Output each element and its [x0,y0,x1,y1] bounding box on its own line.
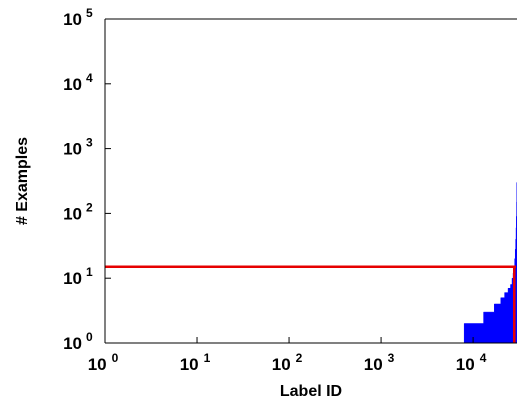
y-tick-exponent: 3 [86,136,93,150]
y-tick-exponent: 2 [86,200,93,214]
y-tick-label: 10 [63,269,82,288]
y-tick-exponent: 4 [86,71,93,85]
x-tick-label: 10 4 [456,351,487,374]
y-tick-exponent: 0 [86,330,93,344]
distribution-area [463,182,517,344]
x-tick-label: 10 1 [180,351,211,374]
x-axis-ticks: 10 0 10 1 10 2 10 3 10 4 [88,337,487,374]
y-axis-label: # Examples [14,137,31,225]
y-tick-exponent: 5 [86,6,93,20]
x-tick-label: 10 0 [88,351,119,374]
x-tick-label: 10 2 [272,351,303,374]
x-tick-label: 10 3 [364,351,395,374]
y-tick-label: 10 [63,334,82,353]
plot-area [104,18,517,344]
y-tick-label: 10 [63,10,82,29]
y-tick-label: 10 [63,140,82,159]
y-tick-label: 10 [63,75,82,94]
y-axis-ticks: 10 0 10 1 10 2 10 3 10 4 10 5 [63,6,111,353]
y-tick-label: 10 [63,204,82,223]
x-axis-label: Label ID [280,383,342,400]
y-tick-exponent: 1 [86,265,93,279]
